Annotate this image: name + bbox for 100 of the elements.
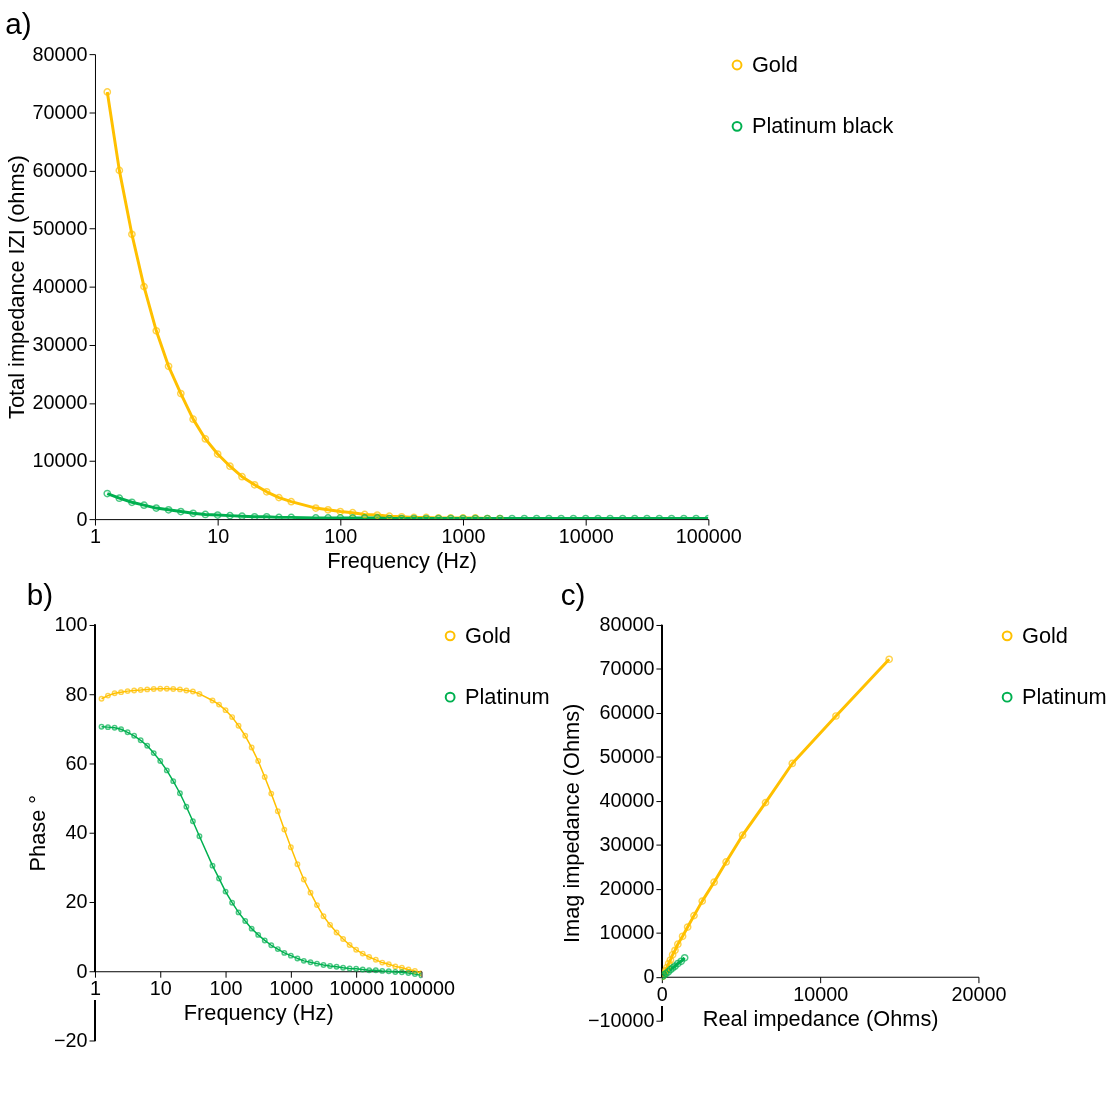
point [346,941,353,948]
point [176,686,183,693]
y-tick-label: 80000 [32,42,88,65]
point [673,940,682,949]
point [683,923,692,931]
point [677,957,686,966]
y-tick-label: −10000 [587,1009,655,1032]
x-tick-label: 100 [209,977,243,1000]
legend-label: Gold [1021,622,1068,648]
y-tick-label: 60 [65,751,88,774]
y-tick-label: 40000 [599,789,655,812]
y-tick-label: 0 [76,507,88,530]
y-tick-label: 20 [65,890,88,913]
point [666,956,675,964]
x-tick-label: 100000 [675,525,742,548]
chart-title: c) [560,578,586,612]
x-axis-title: Real impedance (Ohms) [702,1005,939,1031]
point [111,724,118,731]
point [196,833,203,840]
point [144,686,151,693]
point [761,798,770,807]
point [664,959,673,968]
point [372,956,379,963]
x-tick-label: 10000 [329,977,385,1000]
point [163,685,170,692]
point [678,932,687,941]
point [183,687,190,694]
point [287,844,294,851]
point [300,876,307,883]
point [327,921,333,928]
x-axis-title: Frequency (Hz) [327,548,478,574]
point [118,726,125,733]
x-axis-title: Frequency (Hz) [183,1000,334,1026]
point [385,961,392,968]
point [294,861,301,868]
y-tick-label: 70000 [599,657,655,680]
y-tick-label: 30000 [32,333,88,356]
legend-label: Platinum [1021,684,1107,710]
point [372,967,379,974]
point [118,689,125,696]
y-tick-label: 20000 [599,877,655,900]
legend-label: Platinum black [751,113,894,139]
legend-label: Gold [751,51,798,77]
y-tick-label: 100 [54,613,88,636]
point [405,970,412,976]
point [196,690,203,697]
point [788,759,797,768]
point [385,968,392,975]
point [144,742,151,749]
legend-label: Gold [464,622,511,648]
y-tick-label: 20000 [32,391,88,414]
point [111,690,118,697]
point [327,963,333,969]
point [307,959,314,966]
y-tick-label: 40000 [32,275,88,298]
x-tick-label: 1000 [269,977,314,1000]
point [885,655,894,664]
point [690,911,698,920]
y-tick-label: 30000 [599,833,655,856]
point [671,946,679,955]
point [320,913,327,920]
point [157,758,164,765]
point [124,729,131,736]
point [163,767,170,774]
point [137,737,144,744]
x-tick-label: 100000 [388,977,455,1000]
x-tick-label: 1 [89,525,101,548]
point [287,952,294,959]
x-tick-label: 100 [324,525,358,548]
point [176,790,183,797]
x-tick-label: 10000 [558,525,614,548]
y-axis-title: Phase ° [25,795,51,872]
y-tick-label: 60000 [599,701,655,724]
point [392,968,399,975]
x-tick-label: 10 [149,977,172,1000]
point [183,803,190,810]
point [722,858,730,866]
point [104,724,111,731]
point [398,964,405,971]
point [340,964,347,971]
y-tick-label: −20 [54,1028,88,1051]
x-tick-label: 1 [89,977,101,1000]
y-tick-label: 70000 [32,100,88,123]
y-tick-label: 10000 [32,449,88,472]
point [359,966,366,973]
point [359,950,366,957]
point [392,963,399,970]
point [137,687,144,694]
point [366,967,373,974]
point [353,965,360,972]
point [710,878,718,887]
point [379,967,386,974]
point [379,959,386,966]
point [150,750,157,757]
point [366,954,373,960]
x-tick-label: 10 [207,525,230,548]
y-axis-title: Total impedance IZI (ohms) [3,155,29,419]
y-tick-label: 60000 [32,158,88,181]
y-axis-title: Imag impedance (Ohms) [558,703,584,944]
y-tick-label: 80 [65,682,88,705]
